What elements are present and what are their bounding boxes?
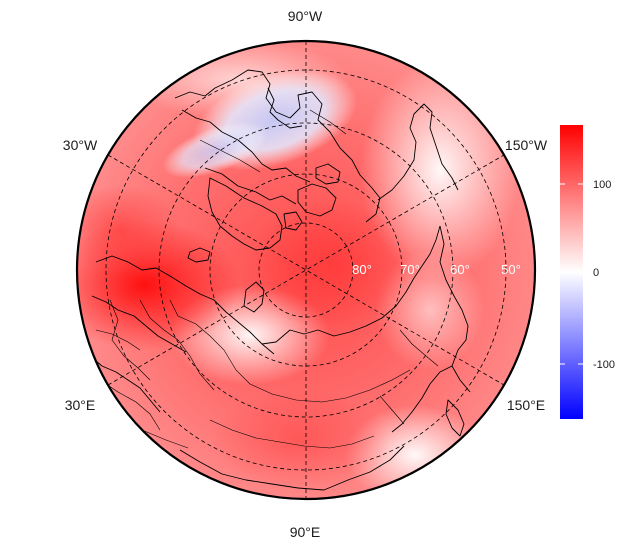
lon-label-lower-left: 30°E [65,397,96,413]
lat-label-50: 50° [501,262,521,277]
meridian-30w-150e [107,154,505,386]
colorbar: 100 0 -100 [560,125,615,419]
map-boundary [75,39,537,501]
lat-label-80: 80° [352,262,372,277]
lon-label-upper-left: 30°W [63,137,98,153]
lon-label-upper-right: 150°W [505,137,548,153]
lat-label-60: 60° [450,262,470,277]
coastlines [89,69,471,491]
latitude-circle-60 [158,122,454,418]
colorbar-gradient [560,125,583,419]
lon-label-bottom: 90°E [290,524,321,540]
graticule [105,41,507,499]
lon-label-top: 90°W [288,8,323,24]
colorbar-tick-100: 100 [593,179,611,191]
meridian-30e-150w [107,154,505,386]
latitude-circle-50 [105,69,507,471]
colorbar-tick-0: 0 [593,267,599,279]
lon-label-lower-right: 150°E [507,397,545,413]
lat-label-70: 70° [400,262,420,277]
colorbar-tick-neg100: -100 [593,359,615,371]
